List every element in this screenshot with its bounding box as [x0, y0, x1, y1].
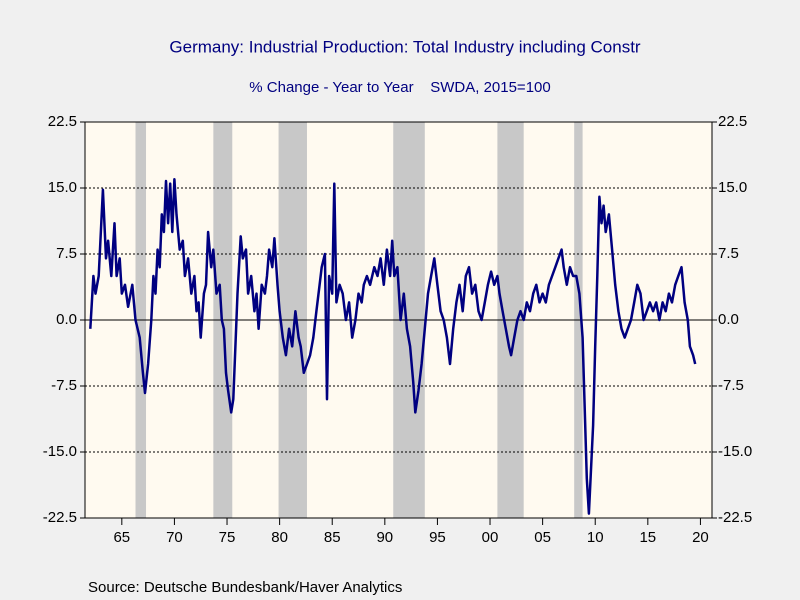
x-tick-label: 85	[324, 529, 341, 546]
y2-tick-label: 15.0	[718, 179, 747, 196]
y2-tick-label: -15.0	[718, 443, 752, 460]
chart-title: Germany: Industrial Production: Total In…	[169, 37, 641, 56]
x-tick-label: 70	[166, 529, 183, 546]
data-line	[89, 177, 697, 515]
y-tick-label: 22.5	[48, 113, 77, 130]
x-tick-label: 20	[692, 529, 709, 546]
x-tick-label: 65	[113, 529, 130, 546]
x-tick-label: 80	[271, 529, 288, 546]
y2-tick-label: 0.0	[718, 311, 739, 328]
x-tick-label: 00	[482, 529, 499, 546]
x-tick-label: 15	[639, 529, 656, 546]
y-tick-label: 0.0	[56, 311, 77, 328]
x-tick-label: 05	[534, 529, 551, 546]
source-note: Source: Deutsche Bundesbank/Haver Analyt…	[88, 579, 402, 596]
y2-tick-label: 22.5	[718, 113, 747, 130]
y2-tick-label: -7.5	[718, 377, 744, 394]
y-tick-label: 7.5	[56, 245, 77, 262]
y-tick-label: 15.0	[48, 179, 77, 196]
y-tick-label: -7.5	[51, 377, 77, 394]
x-tick-label: 90	[376, 529, 393, 546]
y-tick-label: -15.0	[43, 443, 77, 460]
x-tick-label: 75	[219, 529, 236, 546]
chart-subtitle: % Change - Year to Year SWDA, 2015=100	[249, 79, 550, 96]
y2-tick-label: -22.5	[718, 509, 752, 526]
y2-tick-label: 7.5	[718, 245, 739, 262]
y-tick-label: -22.5	[43, 509, 77, 526]
x-tick-label: 10	[587, 529, 604, 546]
plot-border	[84, 121, 713, 519]
x-tick-label: 95	[429, 529, 446, 546]
